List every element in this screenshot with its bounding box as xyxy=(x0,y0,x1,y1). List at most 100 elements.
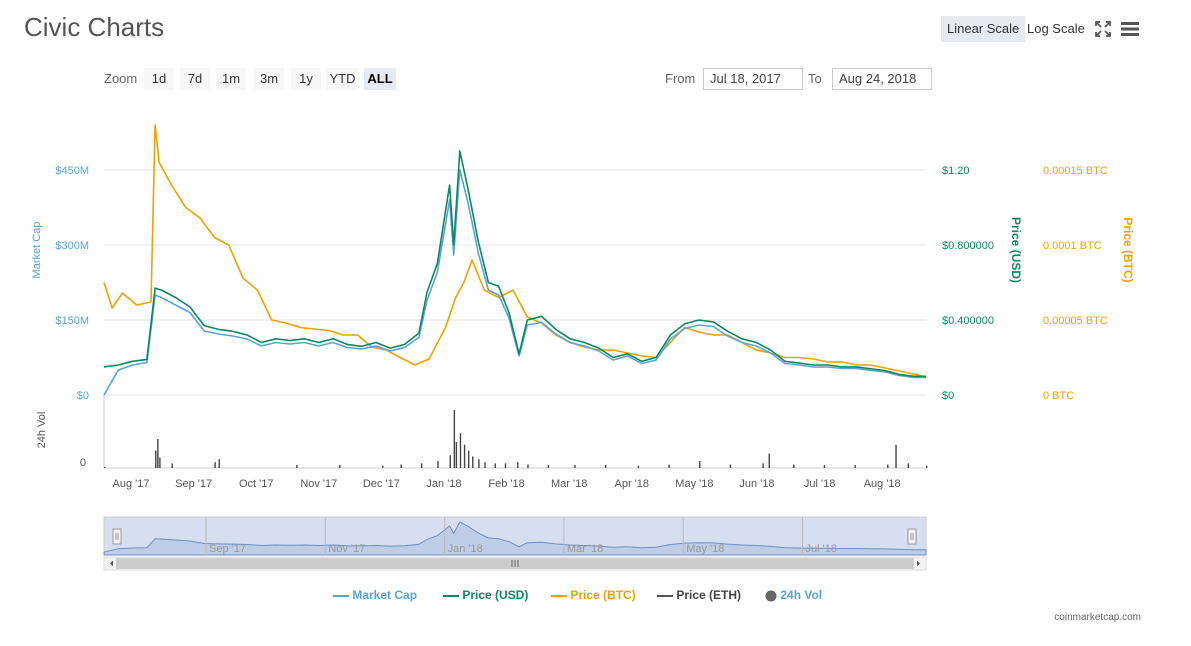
volume-bar xyxy=(637,465,640,468)
navigator-tick-label: Sep '17 xyxy=(209,543,246,555)
fullscreen-icon[interactable] xyxy=(1094,20,1112,38)
hamburger-menu-icon[interactable] xyxy=(1120,21,1140,37)
navigator-scrollbar xyxy=(103,556,927,571)
navigator-tick-label: Nov '17 xyxy=(328,543,365,555)
volume-bar xyxy=(104,466,106,468)
volume-bar xyxy=(296,465,298,468)
volume-bar xyxy=(494,463,496,468)
volume-bar xyxy=(218,459,220,468)
volume-bar xyxy=(762,463,764,468)
volume-bar xyxy=(527,464,529,468)
navigator: Sep '17 Nov '17 Jan '18 Mar '18 May '18 Jul '… xyxy=(103,516,927,571)
to-date-input[interactable]: Aug 24, 2018 xyxy=(832,68,932,90)
x-tick-label: Oct '17 xyxy=(239,478,274,490)
volume-bar xyxy=(455,441,458,468)
market-cap-axis-title: Market Cap xyxy=(31,222,43,279)
volume-bar xyxy=(547,465,550,468)
legend-market-cap-label: Market Cap xyxy=(352,588,418,602)
volume-bar xyxy=(484,462,486,468)
x-tick-label: Feb '18 xyxy=(488,478,524,490)
legend-price-eth[interactable]: Price (ETH) xyxy=(657,588,741,602)
volume-bar xyxy=(729,464,732,468)
zoom-label: Zoom xyxy=(104,71,138,86)
volume-bar xyxy=(517,462,519,468)
volume-bar xyxy=(823,465,826,468)
price-btc-tick-label: 0.0001 BTC xyxy=(1043,240,1102,252)
navigator-tick-label: Mar '18 xyxy=(567,543,603,555)
zoom-all-button[interactable]: ALL xyxy=(364,68,396,90)
legend-price-btc-label: Price (BTC) xyxy=(570,588,636,602)
zoom-3m-button[interactable]: 3m xyxy=(254,68,284,90)
grid-lines xyxy=(103,169,926,469)
zoom-ytd-button[interactable]: YTD xyxy=(326,68,359,90)
zoom-1y-button[interactable]: 1y xyxy=(291,68,321,90)
volume-bar xyxy=(171,463,173,468)
x-tick-label: Nov '17 xyxy=(300,478,337,490)
volume-bar xyxy=(668,464,670,468)
volume-bar xyxy=(453,410,456,468)
x-tick-label: Mar '18 xyxy=(551,478,587,490)
navigator-series xyxy=(103,521,927,556)
legend-price-btc[interactable]: Price (BTC) xyxy=(551,588,636,602)
price-usd-tick-label: $0.400000 xyxy=(942,315,994,327)
legend-market-cap[interactable]: Market Cap xyxy=(333,588,417,602)
volume-bar xyxy=(437,461,439,468)
volume-bar xyxy=(159,457,161,468)
legend-price-eth-label: Price (ETH) xyxy=(676,588,742,602)
volume-bar xyxy=(155,450,157,468)
volume-bar xyxy=(926,465,928,468)
volume-bar xyxy=(467,450,470,468)
navigator-tick-label: Jan '18 xyxy=(448,543,483,555)
x-tick-label: Sep '17 xyxy=(175,478,212,490)
scroll-right-arrow-icon xyxy=(917,560,920,567)
price-usd-axis-title: Price (USD) xyxy=(1009,217,1023,283)
x-tick-label: Jun '18 xyxy=(739,478,774,490)
x-tick-label: May '18 xyxy=(675,478,713,490)
volume-bar xyxy=(382,465,384,468)
zoom-1m-button[interactable]: 1m xyxy=(216,68,246,90)
axes: $0 $150M $300M $450M $0 $0.400000 $0.800000 $1.… xyxy=(31,165,1135,490)
price-usd-tick-label: $0 xyxy=(942,390,954,402)
volume-axis-title: 24h Vol xyxy=(36,412,48,449)
volume-tick-label: 0 xyxy=(80,457,86,469)
linear-scale-button[interactable]: Linear Scale xyxy=(941,16,1026,42)
log-scale-button[interactable]: Log Scale xyxy=(1027,21,1085,36)
market-cap-tick-label: $300M xyxy=(55,240,89,252)
x-tick-label: Aug '18 xyxy=(864,478,901,490)
price-usd-tick-label: $0.800000 xyxy=(942,240,994,252)
from-date-input[interactable]: Jul 18, 2017 xyxy=(703,68,803,90)
x-tick-label: Dec '17 xyxy=(363,478,400,490)
navigator-right-handle xyxy=(907,528,917,545)
volume-bar xyxy=(459,433,462,468)
zoom-7d-button[interactable]: 7d xyxy=(180,68,210,90)
price-usd-tick-label: $1.20 xyxy=(942,165,970,177)
series-lines xyxy=(103,124,927,396)
volume-bar xyxy=(472,456,474,468)
volume-bar xyxy=(478,459,480,468)
volume-bar xyxy=(157,439,159,468)
price-btc-tick-label: 0.00015 BTC xyxy=(1043,165,1108,177)
credit-link[interactable]: coinmarketcap.com xyxy=(1054,612,1141,623)
volume-bar xyxy=(895,444,897,468)
legend-price-usd[interactable]: Price (USD) xyxy=(443,588,528,602)
price-btc-axis-title: Price (BTC) xyxy=(1121,217,1135,282)
volume-bar xyxy=(699,461,701,468)
volume-bar xyxy=(574,465,576,468)
volume-bar xyxy=(793,464,795,468)
volume-bars xyxy=(104,410,928,468)
volume-bar xyxy=(339,465,341,468)
to-label: To xyxy=(808,71,822,86)
market-cap-tick-label: $150M xyxy=(55,315,89,327)
zoom-1d-button[interactable]: 1d xyxy=(144,68,174,90)
legend-volume-label: 24h Vol xyxy=(780,588,823,602)
x-tick-label: Aug '17 xyxy=(113,478,150,490)
market-cap-tick-label: $450M xyxy=(55,165,89,177)
x-tick-label: Jul '18 xyxy=(804,478,835,490)
navigator-tick-label: May '18 xyxy=(686,543,724,555)
price-btc-line xyxy=(103,124,927,378)
price-btc-tick-label: 0.00005 BTC xyxy=(1043,315,1108,327)
legend-volume[interactable]: 24h Vol xyxy=(765,588,822,602)
x-tick-label: Jan '18 xyxy=(426,478,461,490)
market-cap-line xyxy=(103,169,926,396)
